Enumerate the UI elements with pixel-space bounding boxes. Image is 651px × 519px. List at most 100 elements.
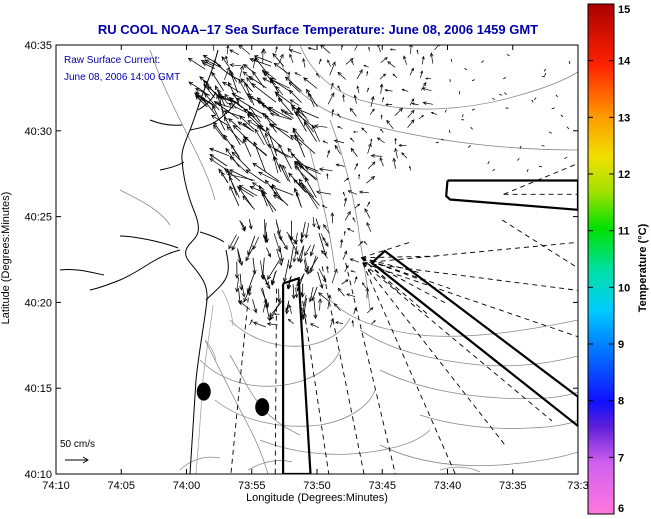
current-vector <box>288 81 301 93</box>
current-vector <box>261 112 278 126</box>
vector-scale-label: 50 cm/s <box>60 439 95 450</box>
radar-boundary-polygon <box>371 249 578 428</box>
x-tick-label: 73:35 <box>499 480 527 492</box>
x-axis-label: Longitude (Degrees:Minutes) <box>246 492 388 504</box>
current-vector <box>341 279 349 285</box>
current-vector <box>342 94 345 102</box>
current-vector <box>367 268 372 276</box>
y-tick-label: 40:35 <box>24 40 52 52</box>
current-vector <box>343 177 350 182</box>
current-vector <box>343 230 346 236</box>
radar-radial-line <box>361 257 429 315</box>
current-vector <box>352 217 356 223</box>
current-vector <box>422 101 434 105</box>
current-vector <box>209 158 225 169</box>
current-vector-small <box>503 77 507 80</box>
current-vector <box>243 287 251 303</box>
current-vector-small <box>566 126 570 130</box>
current-vector <box>385 103 393 106</box>
current-vector <box>260 49 265 64</box>
current-vector <box>392 73 398 79</box>
current-vector <box>292 128 306 158</box>
y-tick-label: 40:30 <box>24 126 52 138</box>
current-vector <box>242 136 267 156</box>
current-vector <box>297 246 304 263</box>
current-vector <box>295 110 314 133</box>
current-vector <box>273 62 290 76</box>
current-vector <box>226 126 244 144</box>
current-vector <box>275 219 281 235</box>
current-vector <box>252 321 266 328</box>
site-marker <box>255 398 270 417</box>
radar-boundary-polygon <box>282 276 312 474</box>
current-vector <box>366 307 374 314</box>
current-vector <box>251 182 265 191</box>
current-vector <box>356 69 363 80</box>
current-vector <box>382 96 385 102</box>
current-vector <box>258 184 268 207</box>
current-vector <box>351 319 354 327</box>
current-vector <box>288 89 302 103</box>
current-vector-small <box>541 145 545 147</box>
current-vector <box>311 124 320 142</box>
current-vector <box>269 185 294 196</box>
current-vector <box>326 149 331 158</box>
current-vector <box>349 107 357 117</box>
current-vector-small <box>551 107 555 110</box>
current-vector <box>340 238 344 249</box>
current-vector <box>312 217 316 228</box>
current-vector <box>346 293 356 298</box>
current-vector <box>353 307 357 315</box>
current-vector <box>248 218 253 230</box>
current-vector-small <box>526 168 529 172</box>
current-vector <box>350 147 358 157</box>
current-vector <box>221 171 229 183</box>
y-tick-label: 40:25 <box>24 212 52 224</box>
current-vector-small <box>481 60 484 63</box>
current-vector-small <box>543 68 547 72</box>
current-vector <box>430 111 438 115</box>
current-vector <box>302 312 307 325</box>
current-vector <box>409 165 412 171</box>
annotation-line-2: June 08, 2006 14:00 GMT <box>64 72 180 83</box>
radar-radial-line <box>502 219 578 269</box>
current-vector-small <box>519 145 522 149</box>
current-vector <box>292 245 298 263</box>
current-vector-small <box>435 141 439 144</box>
current-vector <box>298 165 318 180</box>
current-vector <box>296 273 305 292</box>
colorbar-tick-label: 10 <box>618 282 630 294</box>
current-vector <box>376 45 381 53</box>
y-axis-ticks: 40:10 40:15 40:20 40:25 40:30 40:35 <box>24 40 578 481</box>
current-vector <box>307 46 316 50</box>
current-vector <box>212 45 215 51</box>
current-vector-small <box>506 53 510 57</box>
current-vector <box>252 257 257 275</box>
current-vector <box>304 245 311 257</box>
current-vector <box>318 268 327 283</box>
current-vector <box>367 142 372 154</box>
current-vector <box>288 304 292 314</box>
current-vector <box>210 114 229 126</box>
current-vector <box>253 141 266 172</box>
current-vector <box>308 286 314 303</box>
current-vector <box>224 116 241 146</box>
current-vector <box>337 287 345 297</box>
current-vector <box>227 172 255 181</box>
current-vector <box>380 114 383 120</box>
current-vector <box>343 197 348 207</box>
current-vector <box>307 92 315 108</box>
current-vector <box>303 259 309 274</box>
current-vector <box>376 137 385 144</box>
current-vector <box>380 57 388 63</box>
x-tick-label: 73:50 <box>303 480 331 492</box>
current-vector <box>252 162 280 182</box>
current-vector <box>369 108 375 115</box>
x-tick-label: 73:3 <box>567 480 588 492</box>
current-vector <box>304 177 317 198</box>
current-vector <box>425 77 432 80</box>
current-vector <box>302 184 319 209</box>
current-vector <box>342 191 346 197</box>
current-vector <box>277 97 294 115</box>
x-tick-label: 74:05 <box>107 480 135 492</box>
